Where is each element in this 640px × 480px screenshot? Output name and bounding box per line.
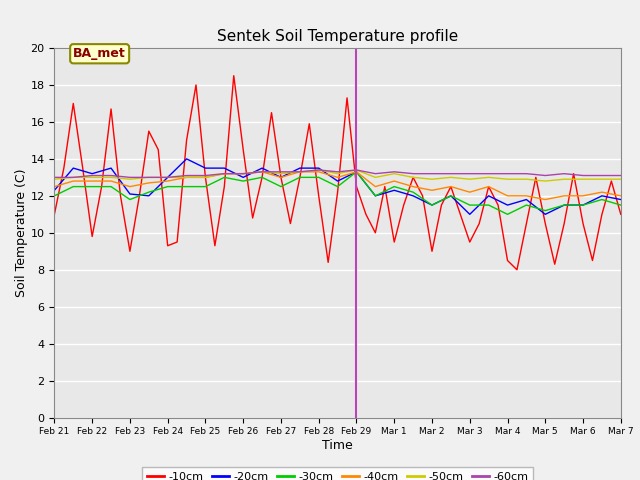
Text: BA_met: BA_met	[73, 47, 126, 60]
X-axis label: Time: Time	[322, 439, 353, 452]
Legend: -10cm, -20cm, -30cm, -40cm, -50cm, -60cm: -10cm, -20cm, -30cm, -40cm, -50cm, -60cm	[143, 467, 532, 480]
Y-axis label: Soil Temperature (C): Soil Temperature (C)	[15, 168, 28, 297]
Title: Sentek Soil Temperature profile: Sentek Soil Temperature profile	[217, 29, 458, 44]
